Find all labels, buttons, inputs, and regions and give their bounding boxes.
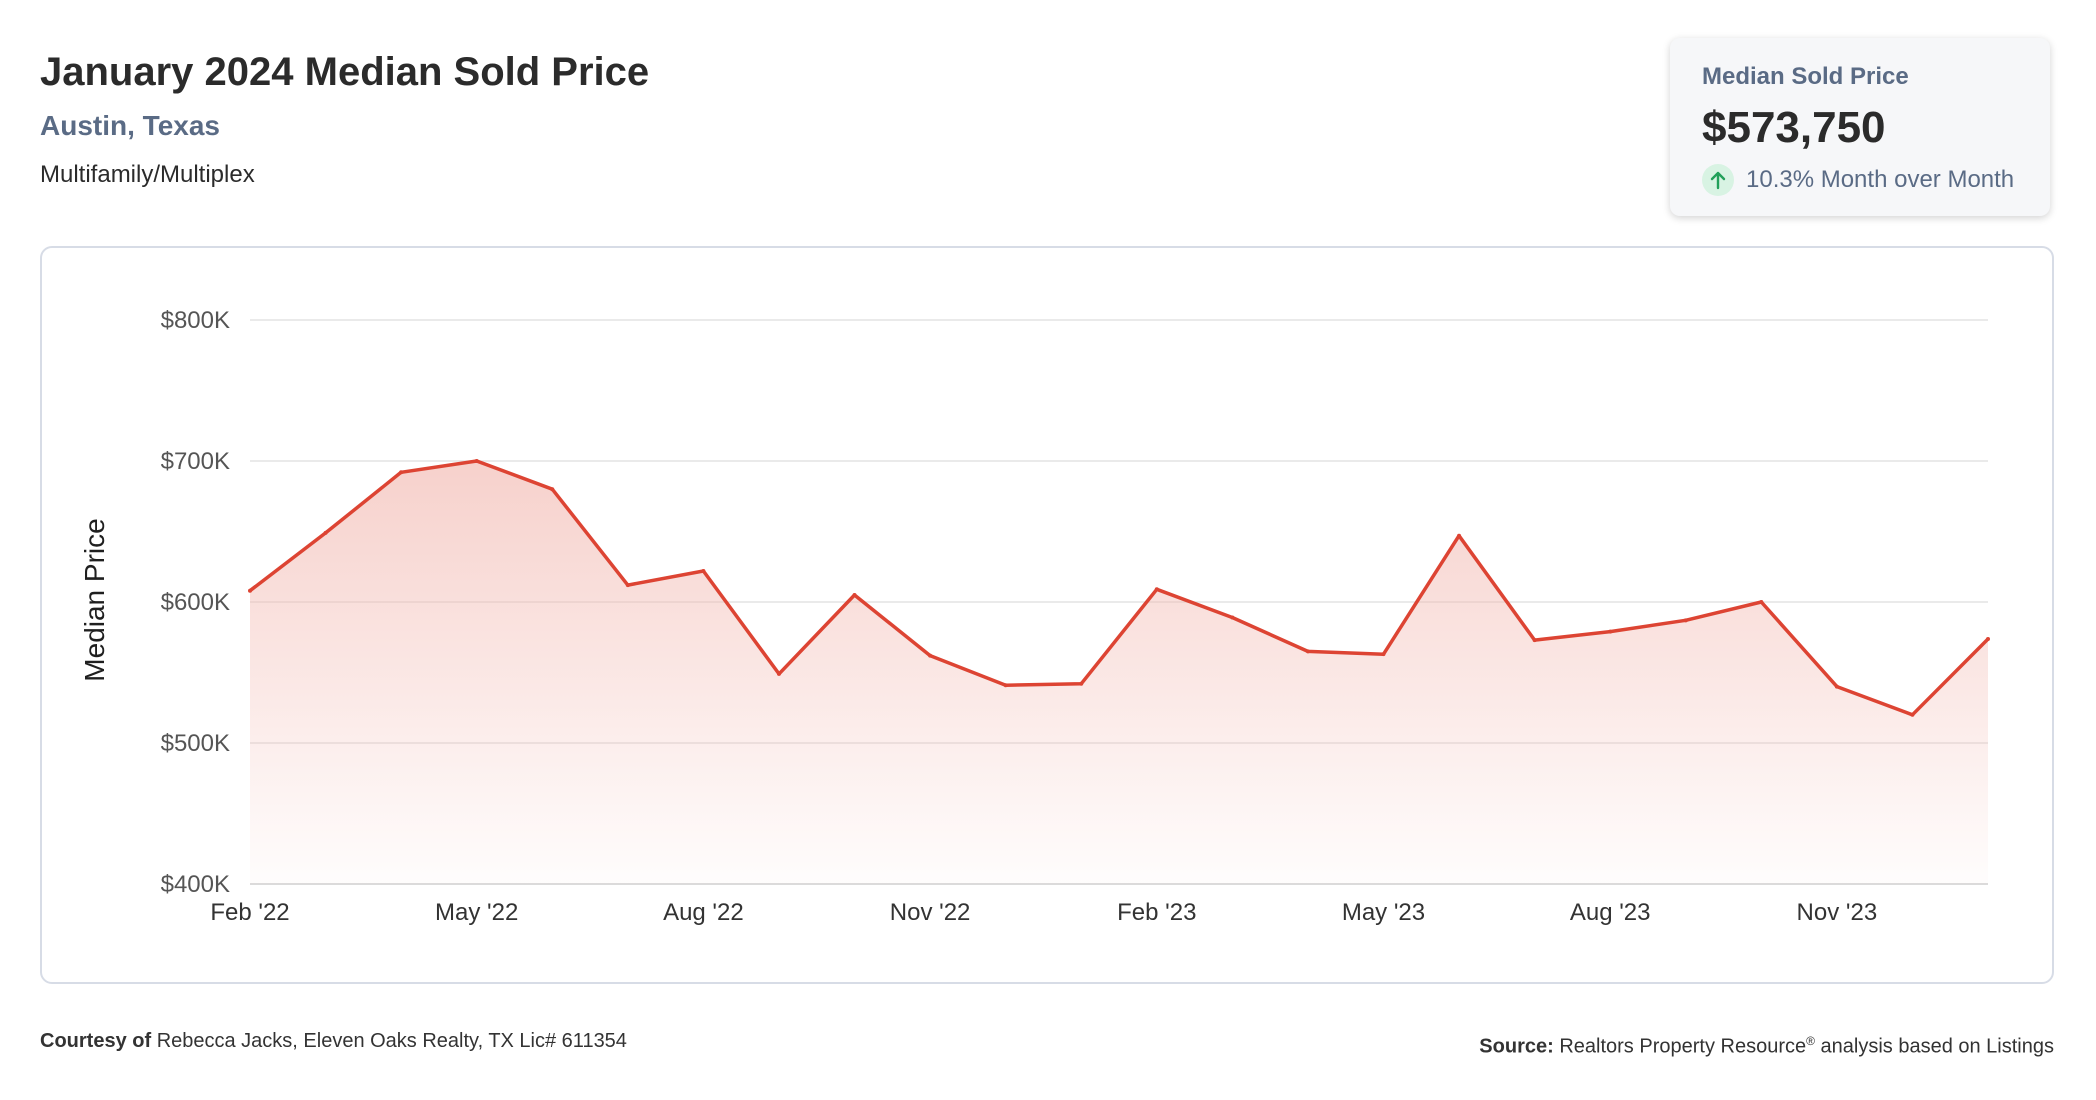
data-point <box>1608 629 1613 634</box>
x-tick-label: May '23 <box>1342 899 1425 926</box>
x-tick-label: Aug '23 <box>1570 899 1651 926</box>
source-suffix: analysis based on Listings <box>1820 1035 2054 1058</box>
data-point <box>1003 683 1008 688</box>
data-point <box>776 671 781 676</box>
x-tick-label: Feb '22 <box>210 899 289 926</box>
registered-mark: ® <box>1806 1034 1815 1048</box>
stat-value: $573,750 <box>1702 103 1886 152</box>
data-point <box>550 487 555 492</box>
stat-label: Median Sold Price <box>1702 63 1909 90</box>
x-tick-label: Feb '23 <box>1117 899 1196 926</box>
x-tick-label: Nov '22 <box>890 899 971 926</box>
stat-change-text: 10.3% Month over Month <box>1746 166 2015 193</box>
data-point <box>928 653 933 658</box>
data-point <box>1910 712 1915 717</box>
stat-change: 10.3% Month over Month <box>1702 164 2018 196</box>
chart-container: $800K $700K $600K $500K $400K Feb '22 May '22… <box>40 246 2054 984</box>
data-point <box>1532 638 1537 643</box>
data-point <box>852 592 857 597</box>
page-title: January 2024 Median Sold Price <box>40 50 650 94</box>
data-point <box>1381 652 1386 657</box>
y-tick-label: $500K <box>161 730 230 757</box>
median-price-chart: $800K $700K $600K $500K $400K Feb '22 May '22… <box>79 307 1990 926</box>
source-label: Source: <box>1479 1035 1554 1058</box>
series-line <box>248 459 1990 717</box>
data-point <box>248 588 252 593</box>
data-point <box>1683 618 1688 623</box>
courtesy-label: Courtesy of <box>40 1030 152 1052</box>
arrow-up-icon <box>1702 164 1734 196</box>
data-point <box>399 470 404 475</box>
y-tick-label: $400K <box>161 871 230 898</box>
area-fill <box>250 461 1988 884</box>
courtesy-footer: Courtesy of Rebecca Jacks, Eleven Oaks R… <box>40 1028 627 1054</box>
x-tick-label: Nov '23 <box>1797 899 1878 926</box>
data-point <box>474 459 479 463</box>
data-point <box>1154 587 1159 592</box>
data-point <box>1230 615 1235 620</box>
y-axis-label: Median Price <box>79 518 110 681</box>
data-point <box>1759 600 1764 604</box>
data-point <box>1305 649 1310 654</box>
data-point <box>1986 637 1990 642</box>
data-point <box>1457 533 1462 538</box>
data-point <box>323 530 328 535</box>
source-footer: Source: Realtors Property Resource® anal… <box>1479 1028 2054 1060</box>
courtesy-text: Rebecca Jacks, Eleven Oaks Realty, TX Li… <box>156 1030 627 1052</box>
location-subtitle: Austin, Texas <box>40 110 220 141</box>
data-point <box>1079 681 1084 686</box>
x-tick-label: May '22 <box>435 899 518 926</box>
header: January 2024 Median Sold Price Austin, T… <box>40 44 649 190</box>
median-price-stat-card: Median Sold Price $573,750 10.3% Month o… <box>1670 38 2050 216</box>
y-tick-label: $800K <box>161 307 230 334</box>
property-type-label: Multifamily/Multiplex <box>40 161 255 188</box>
source-text: Realtors Property Resource <box>1559 1035 1807 1058</box>
x-tick-label: Aug '22 <box>663 899 744 926</box>
data-point <box>1834 684 1839 689</box>
y-tick-label: $600K <box>161 589 230 616</box>
data-point <box>701 568 706 573</box>
y-tick-label: $700K <box>161 448 230 475</box>
data-point <box>625 583 630 588</box>
